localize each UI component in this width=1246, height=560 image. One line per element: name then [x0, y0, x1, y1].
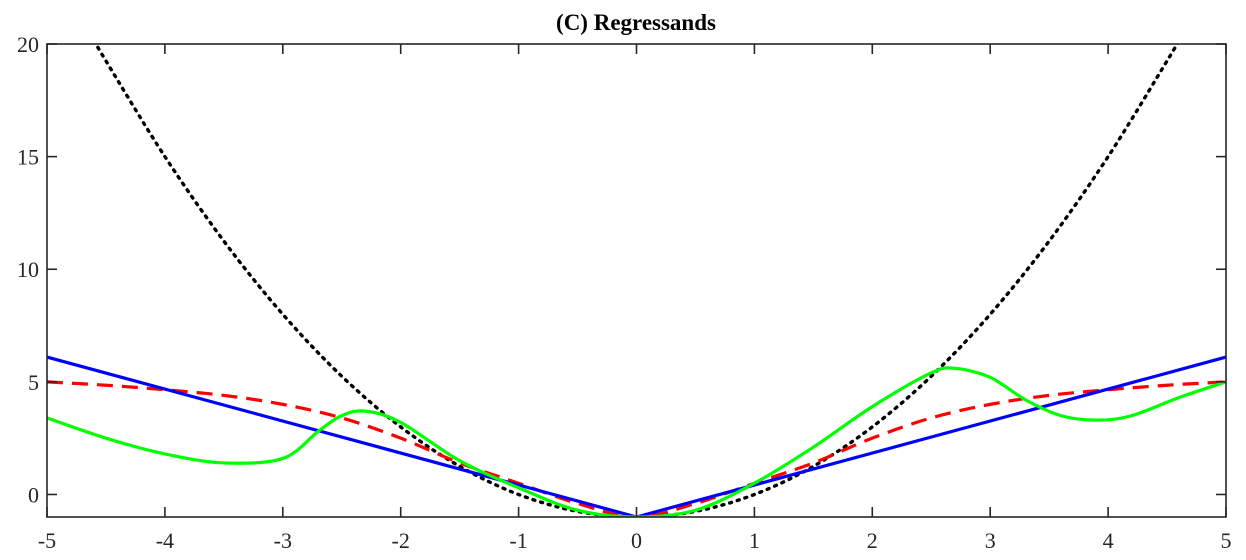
axes-box	[46, 43, 1227, 518]
x-tick-label: 4	[1103, 528, 1114, 553]
x-tick-label: 1	[749, 528, 760, 553]
x-tick-label: 2	[867, 528, 878, 553]
x-tick-label: -4	[156, 528, 174, 553]
series-layer	[47, 44, 1226, 517]
y-tick-label: 10	[17, 257, 39, 282]
series-line-3	[47, 355, 1226, 517]
x-tick-label: 3	[985, 528, 996, 553]
y-tick-label: 15	[17, 145, 39, 170]
chart-title: (C) Regressands	[556, 10, 716, 35]
x-tick-label: -3	[274, 528, 292, 553]
series-line-4	[47, 366, 1226, 517]
x-tick-label: -1	[509, 528, 527, 553]
x-tick-label: -2	[392, 528, 410, 553]
axes-layer: -5 -4 -3 -2 -1 0 1 2 3 4 5 0 5 10 15 20	[17, 32, 1232, 553]
y-tick-label: 20	[17, 32, 39, 57]
series-line-1	[94, 44, 1179, 517]
x-tick-label: 5	[1221, 528, 1232, 553]
x-tick-label: -5	[38, 528, 56, 553]
y-tick-label: 5	[28, 370, 39, 395]
x-tick-label: 0	[631, 528, 642, 553]
y-tick-label: 0	[28, 482, 39, 507]
series-line-2	[47, 380, 1226, 517]
